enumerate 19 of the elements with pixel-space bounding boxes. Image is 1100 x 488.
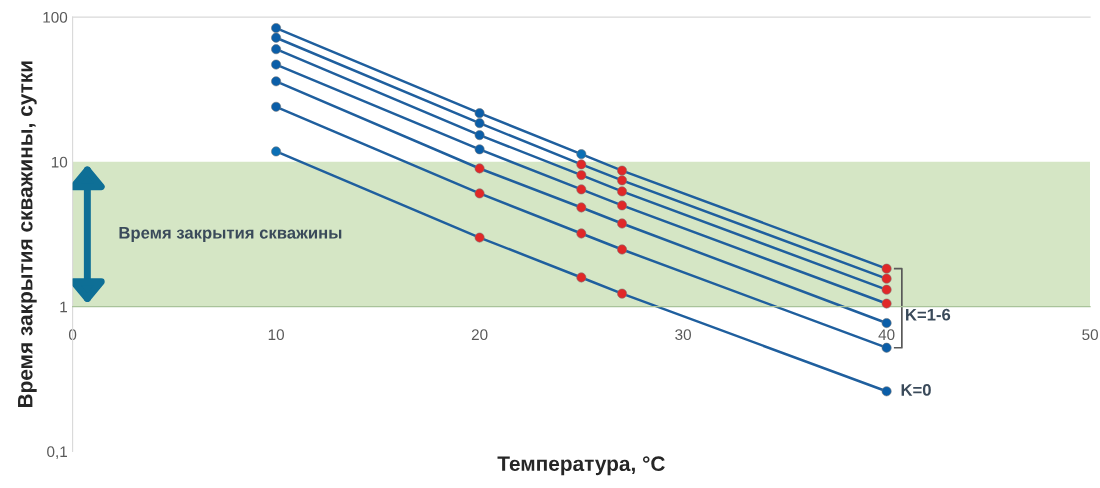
x-tick-label: 0 [68,329,77,341]
y-tick-label: 1 [60,301,67,313]
point [474,163,485,174]
point [474,232,485,243]
annotation: K=0 [901,383,931,396]
x-tick-label: 10 [268,329,284,341]
x-axis-title: Температура, °C [497,456,665,476]
y-axis-title: Время закрытия скважины, сутки [18,61,37,408]
y-tick-label: 10 [51,156,68,168]
annotation: K=1-6 [906,308,951,321]
point [474,188,485,199]
y-tick-label: 100 [43,11,68,23]
band-label: Время закрытия скважины [119,227,342,243]
y-tick-label: 0,1 [47,446,67,459]
x-tick-label: 50 [1082,329,1098,341]
x-tick-label: 30 [675,329,691,341]
point [881,298,892,309]
x-tick-label: 40 [878,329,895,341]
x-tick-label: 20 [471,329,488,341]
